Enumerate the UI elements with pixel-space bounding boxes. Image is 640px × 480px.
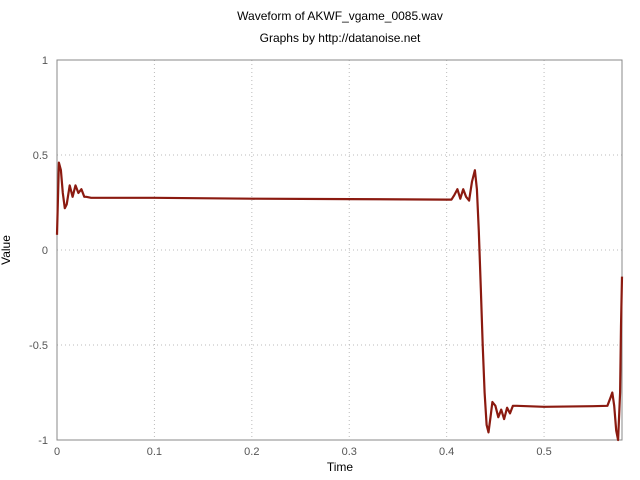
- plot-frame: [56, 59, 623, 441]
- chart-title: Waveform of AKWF_vgame_0085.wav: [237, 9, 443, 23]
- y-tick-label: -1: [38, 435, 48, 447]
- x-axis-label: Time: [327, 460, 354, 474]
- y-tick-label: 0.5: [33, 150, 48, 162]
- y-axis-label: Value: [0, 235, 13, 265]
- x-tick-label: 0.4: [439, 446, 454, 458]
- chart-subtitle: Graphs by http://datanoise.net: [260, 31, 421, 45]
- y-tick-label: 1: [42, 55, 48, 67]
- ticks: 0 0.1 0.2 0.3 0.4 0.5 1 0.5 0 -0.5 -1: [29, 55, 552, 458]
- y-tick-label: 0: [42, 245, 48, 257]
- grid: [56, 59, 622, 441]
- x-tick-label: 0.2: [244, 446, 259, 458]
- waveform-line: [55, 161, 624, 442]
- x-tick-label: 0: [54, 446, 60, 458]
- x-tick-label: 0.3: [342, 446, 357, 458]
- x-tick-label: 0.5: [536, 446, 551, 458]
- x-tick-label: 0.1: [147, 446, 162, 458]
- y-tick-label: -0.5: [29, 340, 48, 352]
